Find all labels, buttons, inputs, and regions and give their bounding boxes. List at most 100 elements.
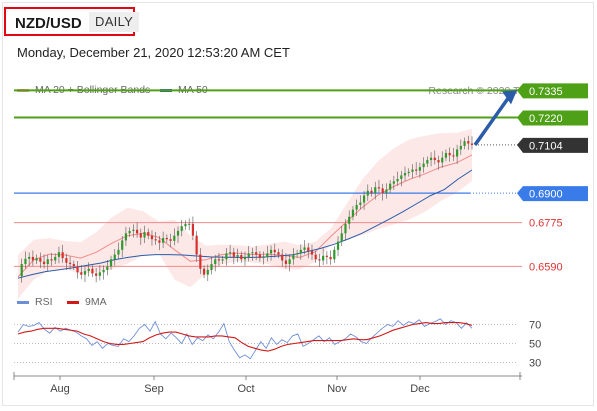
candle-body — [437, 160, 440, 163]
candle-body — [135, 229, 139, 234]
candle-body — [54, 256, 57, 261]
candle-body — [314, 254, 317, 260]
x-tick-label: Dec — [410, 383, 430, 395]
candle-body — [426, 160, 429, 164]
timestamp: Monday, December 21, 2020 12:53:20 AM CE… — [17, 45, 290, 60]
timeframe-badge[interactable]: DAILY — [89, 12, 140, 32]
candle-body — [255, 252, 258, 255]
candle-body — [307, 247, 310, 252]
candle-body — [150, 235, 154, 240]
candle-body — [132, 229, 135, 231]
candle-body — [422, 163, 425, 168]
candle-body — [169, 239, 172, 241]
candle-body — [262, 256, 265, 259]
candle-body — [191, 223, 195, 236]
last-price-label-bg — [517, 137, 588, 153]
candle-body — [221, 259, 224, 261]
candle-body — [284, 260, 288, 265]
candle-body — [217, 259, 221, 261]
candle-body — [463, 141, 466, 146]
candle-body — [158, 240, 161, 243]
candle-body — [210, 264, 213, 270]
candle-body — [299, 249, 302, 254]
candle-body — [251, 252, 254, 254]
candle-body — [322, 255, 325, 261]
candle-body — [113, 254, 116, 260]
candle-body — [366, 190, 369, 196]
candle-body — [403, 173, 407, 176]
candle-body — [292, 254, 295, 260]
candle-body — [229, 252, 232, 254]
candle-body — [396, 178, 399, 182]
legend-9ma: 9MA — [67, 296, 107, 308]
target-label-bg-0.7335 — [517, 83, 588, 99]
candle-body — [277, 252, 280, 255]
x-tick-label: Nov — [327, 383, 347, 395]
candle-body — [184, 223, 187, 227]
symbol-name: NZD/USD — [15, 15, 82, 32]
ma9-label: 9MA — [85, 296, 107, 308]
candle-body — [80, 272, 83, 275]
candle-body — [165, 238, 168, 240]
candle-body — [61, 252, 64, 259]
candle-body — [202, 268, 206, 275]
candle-body — [124, 233, 128, 241]
candle-body — [385, 189, 388, 194]
symbol-header[interactable]: NZD/USD DAILY — [4, 7, 140, 36]
candle-body — [418, 167, 422, 171]
candle-body — [28, 256, 31, 259]
candle-body — [444, 152, 448, 158]
candle-body — [400, 175, 403, 179]
candle-body — [162, 238, 165, 243]
rsi-line — [17, 318, 473, 360]
candle-body — [57, 252, 61, 257]
candle-body — [76, 266, 79, 273]
candle-body — [452, 155, 455, 157]
candle-body — [147, 232, 150, 236]
candle-body — [348, 216, 351, 224]
candle-body — [429, 157, 433, 161]
candle-body — [459, 145, 462, 150]
candle-body — [236, 255, 239, 257]
bollinger-band — [18, 128, 472, 299]
candle-body — [281, 254, 284, 261]
candle-body — [206, 269, 209, 275]
candle-body — [377, 187, 381, 189]
support-level-label: 0.6775 — [529, 218, 563, 230]
candle-body — [139, 233, 142, 238]
rsi-swatch — [17, 300, 29, 304]
candle-body — [470, 143, 474, 145]
x-tick-label: Oct — [237, 383, 254, 395]
candle-body — [72, 264, 75, 267]
candle-body — [273, 249, 276, 253]
forecast-arrow-head — [502, 90, 517, 105]
rsi-label: RSI — [35, 296, 53, 308]
candle-body — [415, 169, 418, 171]
candle-body — [355, 204, 358, 210]
x-tick-label: Aug — [50, 383, 70, 395]
candle-body — [344, 223, 347, 234]
candle-body — [39, 258, 42, 262]
candle-body — [340, 233, 343, 242]
candle-body — [407, 171, 410, 174]
candle-body — [154, 239, 157, 241]
candle-body — [225, 253, 228, 260]
forecast-arrow-shaft — [473, 97, 510, 146]
candle-body — [374, 187, 377, 194]
candle-body — [42, 261, 46, 265]
candle-body — [448, 152, 451, 156]
candle-body — [266, 253, 269, 257]
candle-body — [35, 258, 38, 261]
candle-body — [467, 141, 470, 144]
candle-body — [333, 249, 336, 260]
candle-body — [143, 232, 146, 238]
candle-body — [95, 273, 98, 276]
candle-body — [433, 157, 436, 161]
candle-body — [247, 253, 250, 257]
candle-body — [176, 230, 180, 236]
candle-body — [173, 235, 176, 241]
rsi-tick-label: 70 — [529, 320, 541, 332]
candle-body — [214, 259, 217, 265]
candle-body — [310, 251, 314, 255]
